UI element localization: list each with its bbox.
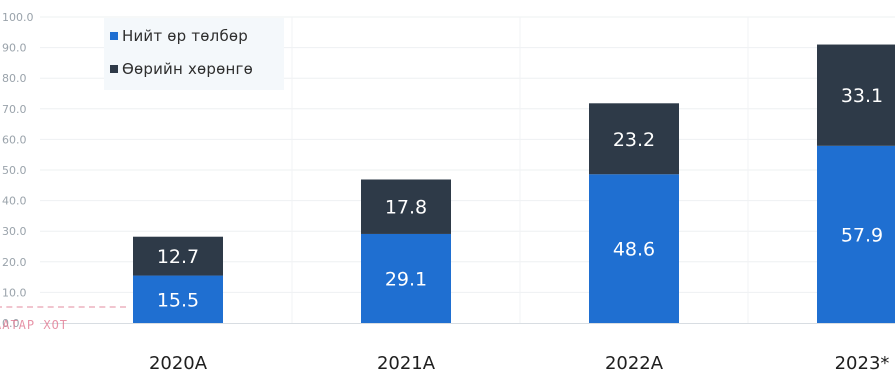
- data-label: 57.9: [841, 224, 883, 246]
- y-tick-label: 90.0: [2, 42, 27, 55]
- data-label: 29.1: [385, 268, 427, 290]
- legend-swatch-equity: [110, 65, 118, 73]
- bar-liabilities: [817, 145, 895, 323]
- y-tick-label: 30.0: [2, 225, 27, 238]
- data-label: 33.1: [841, 85, 883, 107]
- bar-equity: [817, 44, 895, 146]
- stamp-text: ААТАР ХОТ: [0, 318, 69, 332]
- stamp-border: [0, 306, 126, 320]
- legend-item-liabilities: Нийт өр төлбөр: [110, 27, 248, 45]
- x-tick-label: 2021A: [377, 353, 436, 374]
- x-tick-label: 2023*: [835, 353, 890, 374]
- y-tick-label: 100.0: [2, 11, 34, 24]
- bar-equity: [133, 236, 223, 276]
- y-tick-label: 70.0: [2, 103, 27, 116]
- y-tick-label: 60.0: [2, 133, 27, 146]
- data-label: 17.8: [385, 197, 427, 219]
- bar-liabilities: [133, 275, 223, 323]
- bar-liabilities: [361, 233, 451, 323]
- bar-equity: [361, 179, 451, 234]
- legend-swatch-liabilities: [110, 32, 118, 40]
- y-tick-label: 0.0: [2, 317, 20, 330]
- data-label: 12.7: [157, 246, 199, 268]
- legend: Нийт өр төлбөр Өөрийн хөрөнгө: [104, 18, 284, 90]
- y-tick-label: 20.0: [2, 256, 27, 269]
- data-label: 15.5: [157, 289, 199, 311]
- bar-equity: [589, 103, 679, 175]
- bar-liabilities: [589, 174, 679, 323]
- data-label: 23.2: [613, 129, 655, 151]
- legend-label-liabilities: Нийт өр төлбөр: [122, 27, 249, 45]
- y-tick-label: 80.0: [2, 72, 27, 85]
- y-tick-label: 50.0: [2, 164, 27, 177]
- x-tick-label: 2022A: [605, 353, 664, 374]
- legend-label-equity: Өөрийн хөрөнгө: [122, 60, 253, 78]
- x-tick-label: 2020A: [149, 353, 208, 374]
- y-tick-label: 10.0: [2, 286, 27, 299]
- y-tick-label: 40.0: [2, 195, 27, 208]
- data-label: 48.6: [613, 239, 655, 261]
- legend-item-equity: Өөрийн хөрөнгө: [110, 60, 253, 78]
